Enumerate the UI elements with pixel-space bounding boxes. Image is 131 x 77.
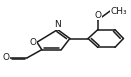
- Text: O: O: [2, 53, 10, 62]
- Text: O: O: [94, 11, 101, 20]
- Text: CH₃: CH₃: [111, 7, 127, 16]
- Text: O: O: [29, 38, 36, 47]
- Text: N: N: [54, 20, 61, 29]
